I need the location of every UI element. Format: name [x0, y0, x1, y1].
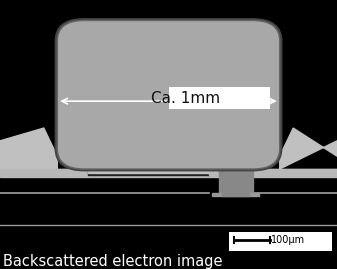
Text: Backscattered electron image: Backscattered electron image [3, 253, 223, 268]
Bar [222, 193, 249, 196]
FancyBboxPatch shape [168, 87, 270, 109]
Polygon shape [280, 128, 337, 169]
Bar [229, 232, 332, 251]
Text: Ca. 1mm: Ca. 1mm [151, 91, 220, 105]
Bar [88, 169, 209, 175]
Bar [88, 168, 209, 173]
FancyBboxPatch shape [57, 20, 280, 169]
Polygon shape [0, 128, 57, 169]
Bar [219, 170, 253, 193]
Bar [0, 169, 337, 177]
Text: 100μm: 100μm [271, 235, 305, 245]
Bar [212, 193, 259, 196]
Bar [209, 169, 337, 175]
Bar [0, 169, 88, 175]
